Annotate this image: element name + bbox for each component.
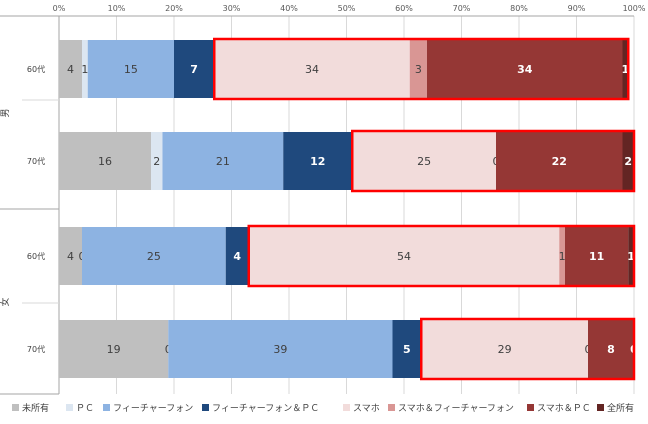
bar-segment xyxy=(628,227,634,285)
bar-segment xyxy=(409,40,427,98)
data-label: 39 xyxy=(273,343,287,356)
bar-segment xyxy=(283,132,353,190)
bar-segment xyxy=(168,320,393,378)
highlight-box xyxy=(213,37,630,101)
bar-segment xyxy=(427,40,623,98)
legend-swatch xyxy=(103,404,110,411)
data-label: 16 xyxy=(98,155,112,168)
bar-segment xyxy=(225,227,249,285)
legend-swatch xyxy=(66,404,73,411)
bar-segment xyxy=(151,132,163,190)
data-label: 19 xyxy=(107,343,121,356)
data-label: 11 xyxy=(589,250,604,263)
data-label: 1 xyxy=(622,63,630,76)
data-label: 2 xyxy=(153,155,160,168)
bar-segment xyxy=(352,132,496,190)
bar-segment xyxy=(82,40,88,98)
legend-swatch xyxy=(12,404,19,411)
data-label: 1 xyxy=(81,63,88,76)
legend-label: スマホ xyxy=(353,403,380,414)
bar-segment xyxy=(59,132,151,190)
data-label: 22 xyxy=(552,155,567,168)
legend-label: スマホ＆ＰＣ xyxy=(537,403,591,414)
highlight-box xyxy=(247,224,636,288)
x-tick-label: 50% xyxy=(338,4,356,13)
bar-segment xyxy=(59,227,82,285)
legend-swatch xyxy=(597,404,604,411)
data-label: 5 xyxy=(403,343,411,356)
bar-segment xyxy=(421,320,588,378)
legend-swatch xyxy=(343,404,350,411)
legend-swatch xyxy=(527,404,534,411)
highlight-box xyxy=(420,317,636,381)
data-label: 8 xyxy=(607,343,615,356)
x-tick-label: 70% xyxy=(453,4,471,13)
data-label: 21 xyxy=(216,155,230,168)
data-label: 4 xyxy=(67,63,74,76)
bar-segment xyxy=(248,227,560,285)
data-label: 4 xyxy=(67,250,74,263)
bar-segment xyxy=(82,227,226,285)
bar-segment xyxy=(214,40,410,98)
data-label: 12 xyxy=(310,155,325,168)
group-label: 女 xyxy=(0,297,11,306)
bar-segment xyxy=(622,40,629,98)
legend-swatch xyxy=(388,404,395,411)
bar-segment xyxy=(174,40,215,98)
category-label: 70代 xyxy=(27,344,45,354)
x-tick-label: 60% xyxy=(395,4,413,13)
bar-segment xyxy=(59,320,169,378)
group-label: 男 xyxy=(0,108,11,117)
bar-segment xyxy=(588,320,634,378)
category-label: 60代 xyxy=(27,64,45,74)
data-label: 1 xyxy=(559,250,566,263)
data-label: 7 xyxy=(190,63,198,76)
bar-segment xyxy=(559,227,565,285)
data-label: 4 xyxy=(233,250,241,263)
x-tick-label: 90% xyxy=(568,4,586,13)
data-label: 25 xyxy=(417,155,431,168)
legend-label: フィーチャーフォン＆ＰＣ xyxy=(212,403,319,414)
data-label: 2 xyxy=(624,155,632,168)
data-label: 29 xyxy=(498,343,512,356)
legend-label: 全所有 xyxy=(607,402,634,414)
data-label: 1 xyxy=(627,250,635,263)
data-label: 34 xyxy=(305,63,319,76)
x-tick-label: 30% xyxy=(223,4,241,13)
bar-segment xyxy=(87,40,174,98)
bar-segment xyxy=(622,132,634,190)
bar-segment xyxy=(59,40,82,98)
highlight-box xyxy=(351,129,636,193)
legend-label: スマホ＆フィーチャーフォン xyxy=(398,403,514,414)
data-label: 54 xyxy=(397,250,411,263)
data-label: 15 xyxy=(124,63,138,76)
legend-label: 未所有 xyxy=(22,402,49,414)
bar-segment xyxy=(162,132,284,190)
legend-swatch xyxy=(202,404,209,411)
x-tick-label: 20% xyxy=(165,4,183,13)
category-label: 60代 xyxy=(27,251,45,261)
legend-label: ＰＣ xyxy=(76,404,94,414)
data-label: 3 xyxy=(415,63,422,76)
x-tick-label: 10% xyxy=(108,4,126,13)
x-tick-label: 40% xyxy=(280,4,298,13)
x-tick-label: 0% xyxy=(53,4,66,13)
legend-label: フィーチャーフォン xyxy=(113,403,193,414)
bar-segment xyxy=(565,227,629,285)
x-tick-label: 100% xyxy=(623,4,646,13)
data-label: 34 xyxy=(517,63,533,76)
x-tick-label: 80% xyxy=(510,4,528,13)
bar-segment xyxy=(496,132,623,190)
category-label: 70代 xyxy=(27,156,45,166)
bar-segment xyxy=(392,320,422,378)
data-label: 25 xyxy=(147,250,161,263)
